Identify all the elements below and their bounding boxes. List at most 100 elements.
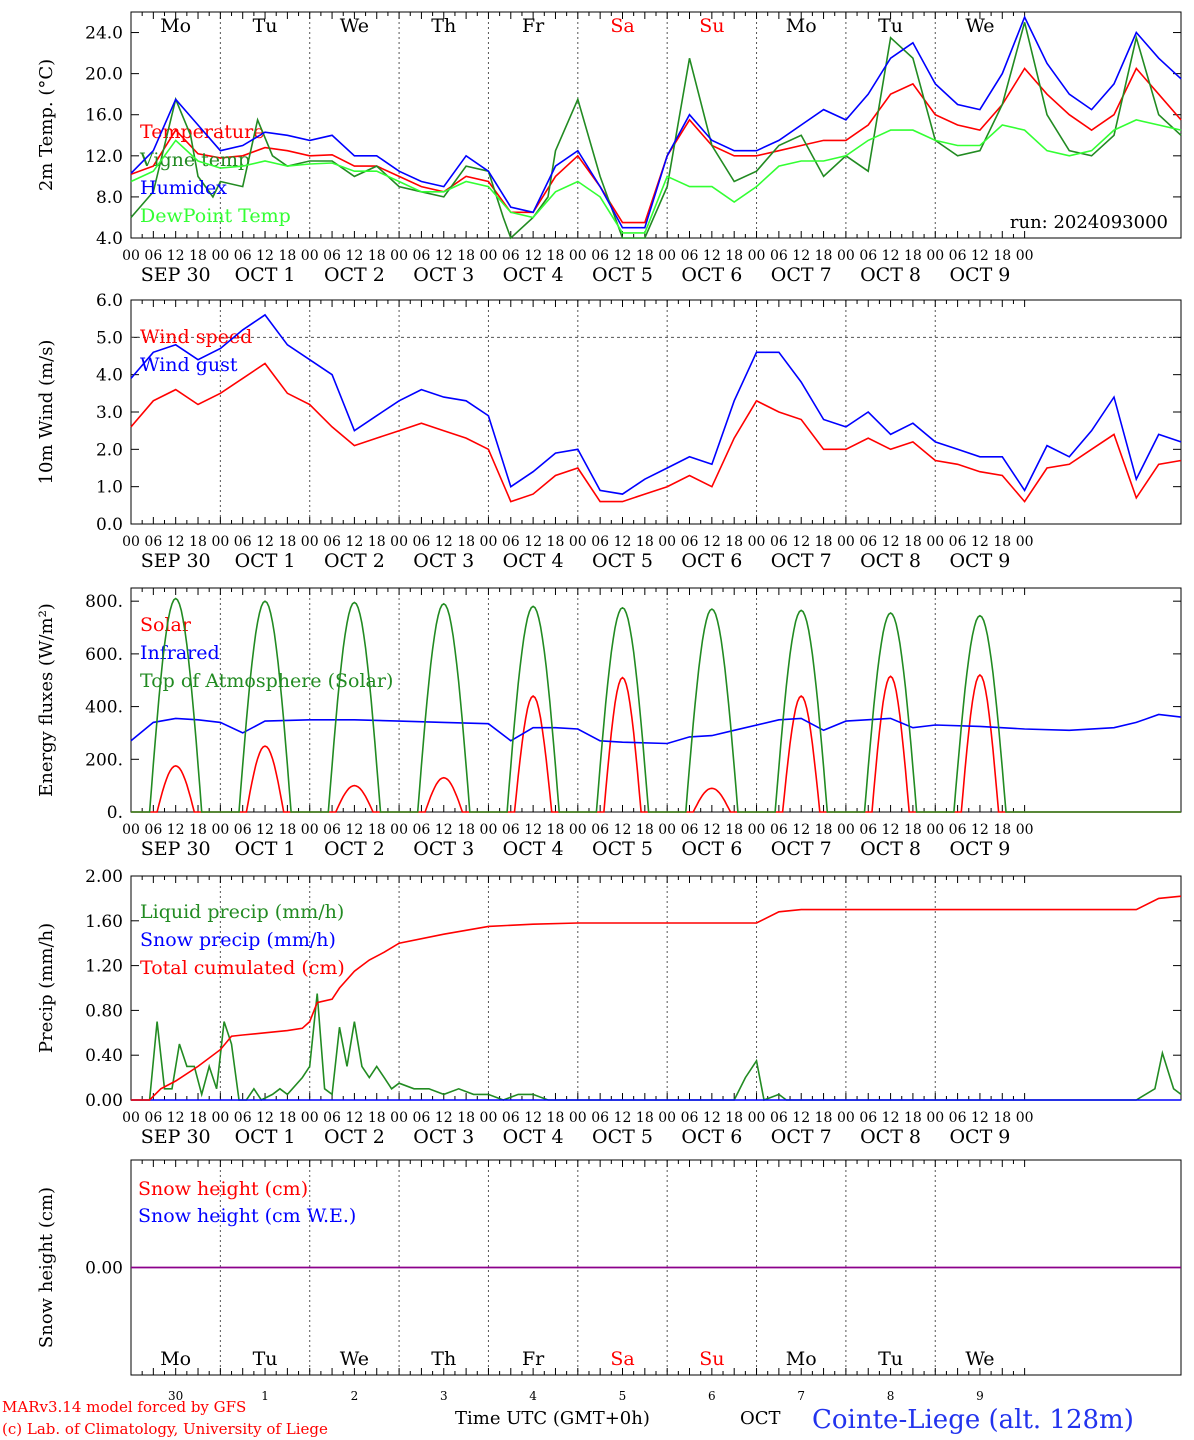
hour-label: 06 [949,534,967,550]
day-name: Sa [610,15,634,37]
hour-label: 18 [815,822,833,838]
hour-label: 18 [278,822,296,838]
hour-label: 12 [256,248,274,264]
day-number: 3 [440,1389,448,1403]
legend-entry: Vigne temp [139,149,250,171]
hour-label: 06 [144,822,162,838]
hour-label: 12 [792,534,810,550]
y-tick-label: 400. [85,698,123,718]
y-tick-label: 0.40 [85,1046,123,1066]
hour-label: 06 [144,534,162,550]
date-label: OCT 7 [771,1126,832,1148]
hour-label: 18 [636,534,654,550]
hour-label: 00 [390,248,408,264]
y-tick-label: 20.0 [85,65,123,85]
footer-station: Cointe-Liege (alt. 128m) [812,1405,1134,1435]
date-label: OCT 3 [413,550,474,572]
hour-label: 00 [569,822,587,838]
hour-label: 18 [815,534,833,550]
date-label: OCT 5 [592,550,653,572]
hour-label: 00 [658,248,676,264]
hour-label: 00 [837,248,855,264]
day-number: 4 [529,1389,537,1403]
hour-label: 12 [524,534,542,550]
day-name: Mo [160,15,191,37]
hour-label: 06 [859,534,877,550]
hour-label: 00 [480,534,498,550]
hour-label: 06 [413,1110,431,1126]
date-label: OCT 2 [324,838,385,860]
panel-precip: 0.00 0.40 0.80 1.20 1.60 2.00 Precip (mm/h) Liq… [36,867,1182,1148]
legend-entry: Snow height (cm) [138,1178,308,1200]
hour-label: 06 [144,248,162,264]
y-tick-label: 600. [85,645,123,665]
hour-label: 06 [413,248,431,264]
date-label: OCT 3 [413,838,474,860]
footer-model: MARv3.14 model forced by GFS [2,1398,246,1416]
date-label: OCT 1 [235,1126,296,1148]
hour-label: 18 [457,1110,475,1126]
hour-label: 00 [837,1110,855,1126]
hour-label: 00 [748,822,766,838]
y-tick-label: 4.0 [96,229,123,249]
hour-label: 18 [904,248,922,264]
y-axis-title: Energy fluxes (W/m²) [36,603,57,797]
hour-label: 00 [301,248,319,264]
hour-label: 12 [614,248,632,264]
date-label: OCT 9 [949,1126,1010,1148]
day-name: We [340,1348,369,1370]
hour-label: 00 [480,822,498,838]
series-line-wind-speed [130,362,1182,503]
hour-label: 06 [323,248,341,264]
date-label: OCT 8 [860,1126,921,1148]
hour-label: 12 [524,822,542,838]
day-name: Su [699,15,724,37]
date-label: OCT 6 [681,264,742,286]
hour-label: 18 [457,248,475,264]
hour-label: 00 [301,534,319,550]
y-tick-label: 2.00 [85,867,123,887]
hour-label: 12 [435,1110,453,1126]
hour-label: 06 [591,248,609,264]
hour-label: 12 [882,822,900,838]
hour-label: 12 [971,1110,989,1126]
hour-label: 06 [859,822,877,838]
y-tick-label: 5.0 [96,328,123,348]
legend-entry: Infrared [140,642,220,664]
hour-label: 00 [658,534,676,550]
date-label: OCT 9 [949,264,1010,286]
hour-label: 18 [278,1110,296,1126]
hour-label: 18 [815,1110,833,1126]
hour-label: 18 [904,1110,922,1126]
date-label: OCT 4 [503,550,564,572]
date-label: OCT 2 [324,550,385,572]
y-tick-label: 1.60 [85,912,123,932]
hour-label: 18 [189,1110,207,1126]
hour-label: 06 [323,534,341,550]
y-tick-label: 800. [85,592,123,612]
day-name: Fr [522,15,545,37]
hour-label: 00 [211,248,229,264]
hour-label: 18 [368,534,386,550]
hour-label: 00 [211,822,229,838]
hour-label: 06 [681,534,699,550]
hour-label: 06 [949,1110,967,1126]
hour-label: 18 [547,248,565,264]
y-tick-label: 3.0 [96,403,123,423]
hour-label: 12 [882,1110,900,1126]
hour-label: 18 [993,534,1011,550]
hour-label: 12 [167,248,185,264]
day-name: We [965,1348,994,1370]
footer-copyright: (c) Lab. of Climatology, University of L… [2,1420,328,1438]
hour-label: 18 [368,822,386,838]
hour-label: 18 [457,534,475,550]
hour-label: 06 [323,1110,341,1126]
hour-label: 18 [993,822,1011,838]
hour-label: 12 [435,534,453,550]
hour-label: 12 [345,822,363,838]
date-label: OCT 4 [503,838,564,860]
hour-label: 12 [703,534,721,550]
panel-energy: 0. 200. 400. 600. 800. Energy fluxes (W/m²) So… [36,587,1182,860]
hour-label: 00 [480,1110,498,1126]
hour-label: 18 [636,822,654,838]
